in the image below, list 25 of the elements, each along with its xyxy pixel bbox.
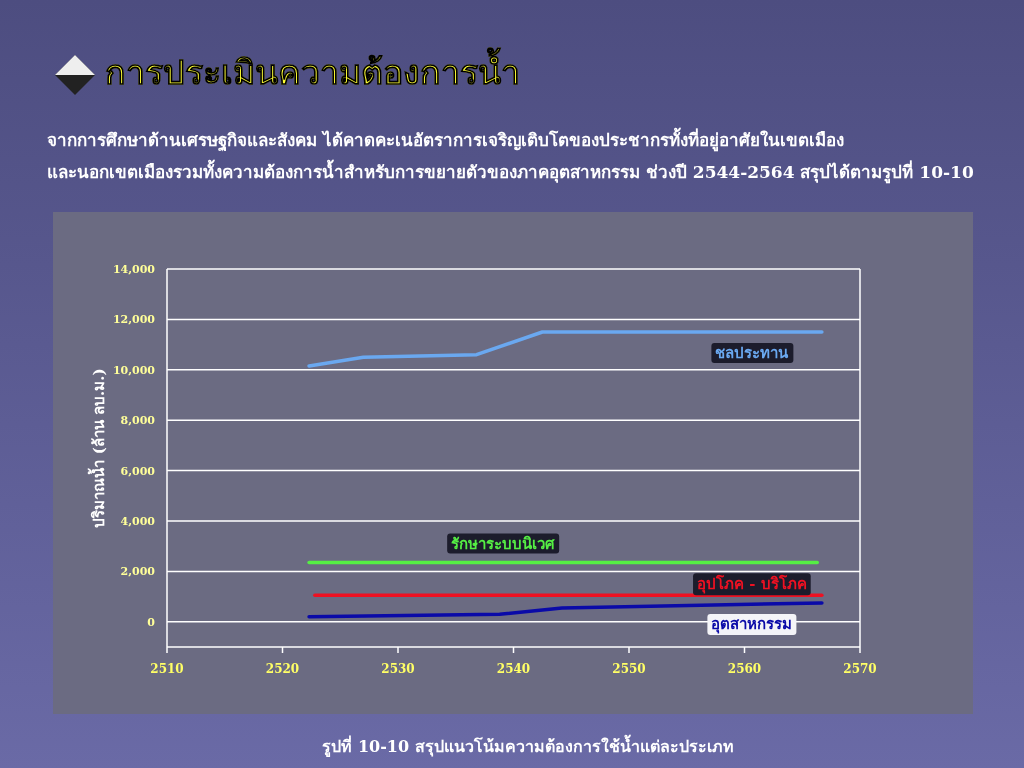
- y-tick-label: 6,000: [120, 464, 156, 478]
- text: รูปที่ 10-10 สรุปแนวโน้มความต้องการใช้น้ำแต่ละประเภท: [322, 734, 734, 758]
- line-series: [307, 601, 824, 619]
- series-label: ชลประทาน: [715, 344, 790, 362]
- y-axis-title: ปริมาณน้ำ (ล้าน ลบ.ม.): [87, 368, 108, 528]
- x-tick-label: 2570: [843, 662, 877, 676]
- series-label: อุปโภค - บริโภค: [697, 574, 807, 595]
- series-label: รักษาระบบนิเวศ: [451, 534, 556, 553]
- series-label: อุตสาหกรรม: [711, 614, 793, 634]
- x-tick-label: 2550: [612, 662, 646, 676]
- y-tick-label: 12,000: [112, 313, 156, 327]
- y-tick-label: 2,000: [120, 565, 156, 579]
- y-tick-label: 14,000: [112, 263, 156, 276]
- line-series: [307, 330, 824, 368]
- x-tick-label: 2520: [265, 662, 300, 676]
- y-tick-label: 10,000: [112, 363, 156, 377]
- y-tick-label: 4,000: [120, 515, 156, 528]
- chart-title: การประเมินความต้องการน้ำ: [105, 47, 520, 92]
- x-tick-label: 2540: [496, 662, 531, 676]
- chart-subtitle: จากการศึกษาด้านเศรษฐกิจและสังคม ได้คาดคะเนอัตราการเจริญเติบโตของประชากรทั้งที่อยู่อาศัยในเขตเมือง และนอกเขตเมืองรวมทั้งความต้องการน้ำสำหรับการขยายตัวของภาคอุตสาหกรรม ช่วงปี 2544-2564 สรุปได้ตามรูปที่ 10-10: [47, 127, 974, 184]
- x-tick-label: 2560: [727, 662, 762, 676]
- y-tick-label: 0: [147, 615, 156, 629]
- y-tick-label: 8,000: [120, 414, 156, 428]
- x-tick-label: 2530: [381, 662, 415, 676]
- x-tick-label: 2510: [150, 662, 184, 676]
